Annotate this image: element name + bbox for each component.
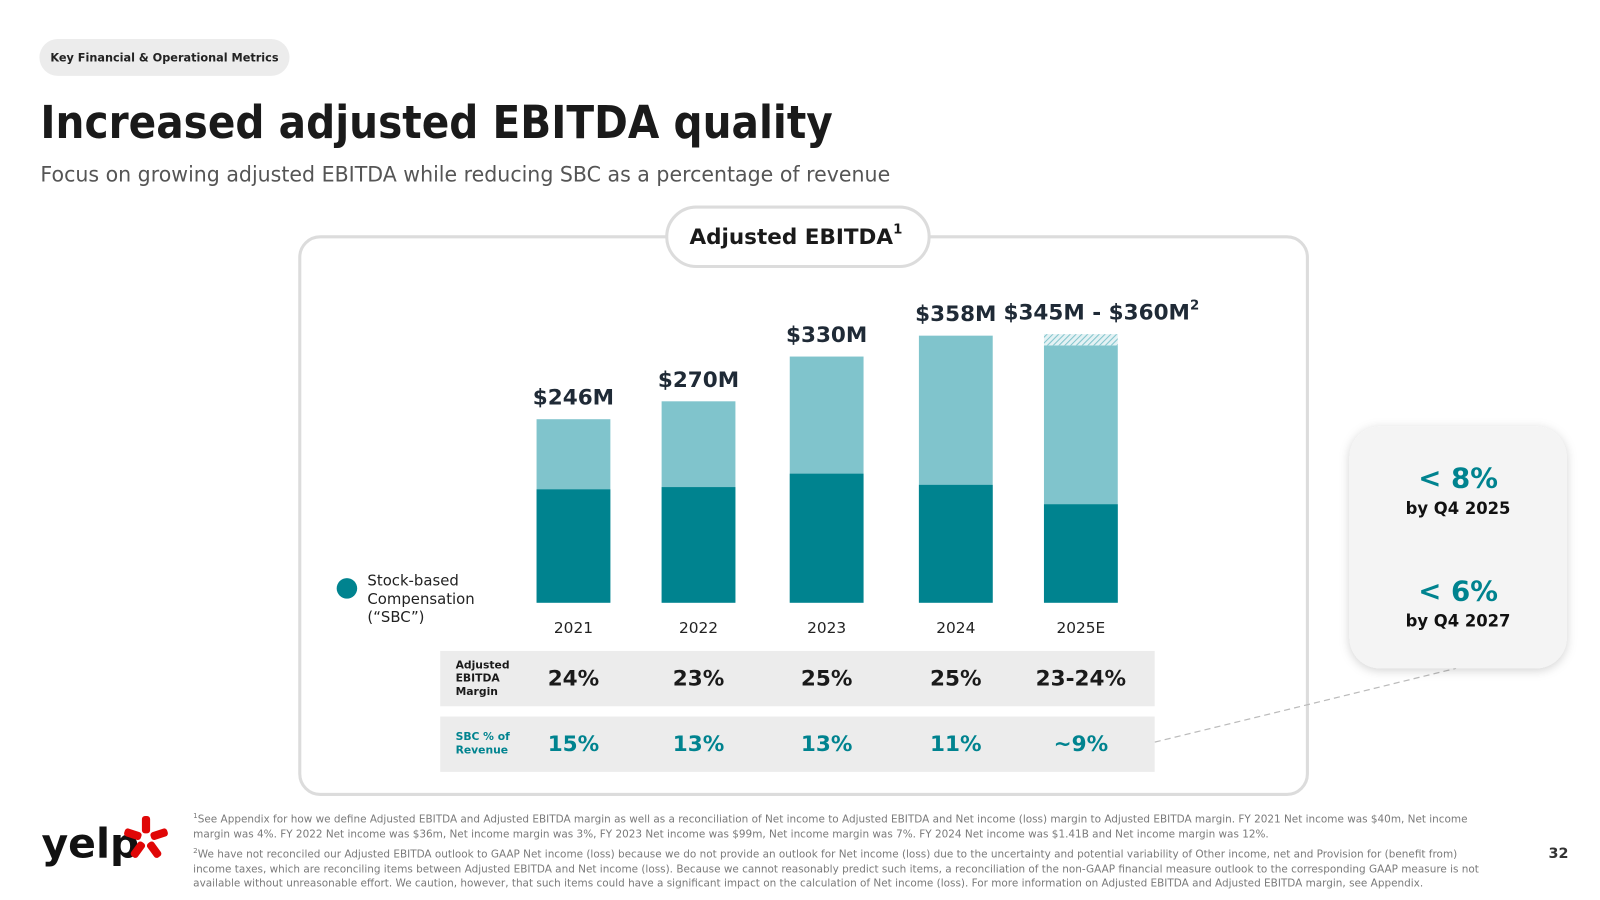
- value-label: $330M: [786, 323, 867, 348]
- footnote-text: We have not reconciled our Adjusted EBIT…: [193, 848, 1479, 890]
- sbc-bar: [918, 484, 993, 603]
- table-cell: 25%: [801, 667, 853, 692]
- table-cell: 13%: [801, 732, 853, 757]
- target-label: by Q4 2027: [1406, 612, 1511, 631]
- table-cell: 23%: [673, 667, 725, 692]
- chart-title-text: Adjusted EBITDA: [689, 225, 893, 250]
- x-tick-label: 2023: [807, 619, 846, 637]
- value-label-text: $358M: [915, 302, 996, 327]
- footnote-text: See Appendix for how we define Adjusted …: [193, 814, 1468, 841]
- value-label-text: $270M: [658, 368, 739, 393]
- table-cell: 11%: [930, 732, 982, 757]
- value-label-text: $246M: [533, 386, 614, 411]
- value-label-note: 2: [1190, 298, 1199, 313]
- row-label: Adjusted EBITDA Margin: [455, 658, 510, 698]
- x-tick-label: 2025E: [1056, 619, 1105, 637]
- value-label: $270M: [658, 368, 739, 393]
- x-tick-label: 2021: [554, 619, 593, 637]
- title: Increased adjusted EBITDA quality: [40, 96, 832, 149]
- footnote: 1See Appendix for how we define Adjusted…: [193, 809, 1495, 843]
- page-number: 32: [1549, 846, 1569, 862]
- table-cell: 25%: [930, 667, 982, 692]
- row-label-box: Adjusted EBITDA Margin: [455, 658, 510, 698]
- subtitle: Focus on growing adjusted EBITDA while r…: [40, 162, 890, 187]
- target-label: by Q4 2025: [1406, 499, 1511, 518]
- logo: yelp: [41, 820, 139, 868]
- x-tick-label: 2022: [679, 619, 718, 637]
- legend-swatch: [336, 578, 358, 599]
- footnotes: 1See Appendix for how we define Adjusted…: [193, 809, 1495, 891]
- target-value: < 6%: [1418, 574, 1498, 607]
- target-callout: [1349, 426, 1567, 669]
- x-tick-label: 2024: [936, 619, 975, 637]
- chart-title-pill: [665, 205, 931, 269]
- table-cell: 15%: [548, 732, 600, 757]
- legend: Stock-based Compensation (“SBC”): [367, 573, 475, 627]
- sbc-bar: [661, 487, 736, 603]
- table-cell: 24%: [548, 667, 600, 692]
- value-label-text: $330M: [786, 323, 867, 348]
- table-row: [440, 650, 1155, 707]
- footnote: 2We have not reconciled our Adjusted EBI…: [193, 843, 1495, 891]
- legend-label: Stock-based Compensation (“SBC”): [367, 573, 475, 627]
- sbc-bar: [536, 489, 611, 603]
- footnote-mark: 1: [193, 811, 198, 821]
- chart-title-note: 1: [893, 223, 902, 238]
- logo-burst: [124, 815, 168, 858]
- chart-title: Adjusted EBITDA1: [689, 223, 902, 250]
- tag-pill: [39, 38, 290, 76]
- target-value: < 8%: [1418, 462, 1498, 495]
- sbc-bar: [789, 473, 864, 603]
- table-cell: 13%: [673, 732, 725, 757]
- ebitda-range: [1043, 334, 1118, 346]
- row-label-box: SBC % of Revenue: [455, 730, 510, 757]
- callout-connector: [1154, 667, 1457, 743]
- tag: Key Financial & Operational Metrics: [50, 51, 278, 64]
- value-label: $345M - $360M2: [1003, 298, 1199, 325]
- sbc-bar: [1043, 504, 1118, 603]
- row-label: SBC % of Revenue: [455, 730, 510, 757]
- table-row: [440, 716, 1155, 772]
- table-cell: ~9%: [1054, 732, 1109, 757]
- footnote-mark: 2: [193, 846, 198, 855]
- value-label: $358M: [915, 302, 996, 327]
- chart-area: $246M 2021 $270M 2022 $330M 2023 $358M 2024 $345…: [336, 298, 1511, 772]
- value-label-text: $345M - $360M: [1003, 301, 1190, 326]
- value-label: $246M: [533, 386, 614, 411]
- table-cell: 23-24%: [1036, 667, 1126, 692]
